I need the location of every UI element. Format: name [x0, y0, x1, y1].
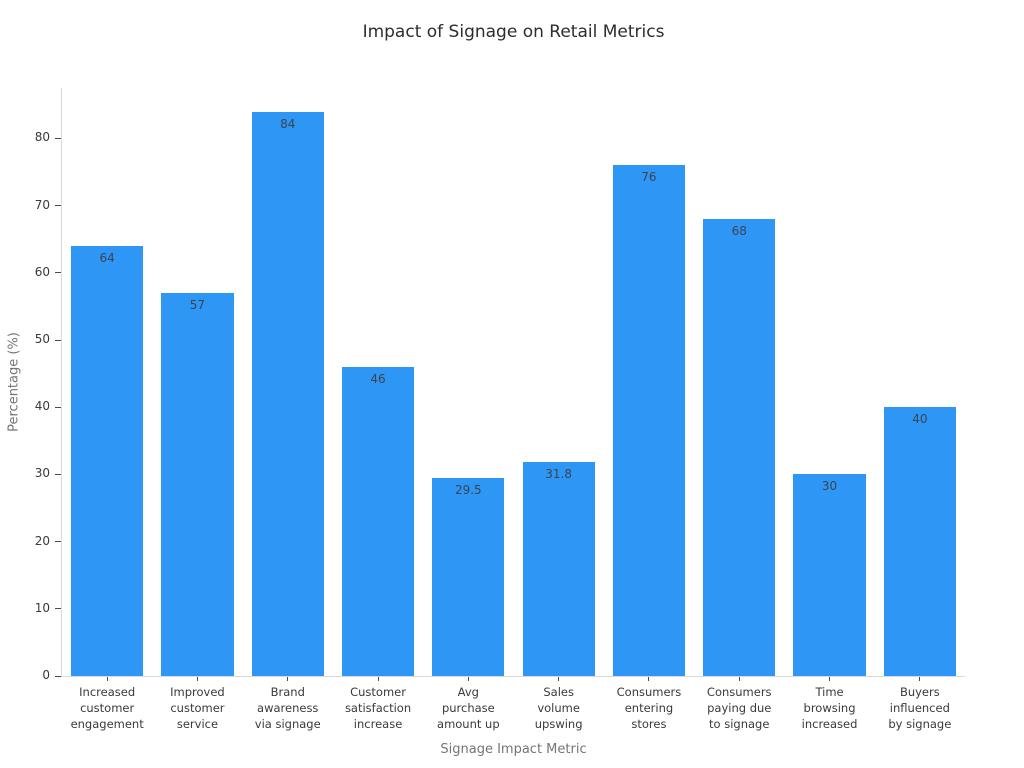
x-category-label-line: Increased	[79, 685, 136, 699]
x-tick-mark	[287, 677, 289, 681]
x-tick-mark	[467, 677, 469, 681]
y-tick-mark	[55, 272, 61, 274]
x-axis-label: Signage Impact Metric	[440, 742, 587, 757]
x-category-label: Improved customer service	[148, 684, 246, 732]
y-tick-mark	[55, 205, 61, 207]
x-axis-spine	[61, 676, 965, 677]
x-category-label-line: Avg	[457, 685, 479, 699]
x-category-label: Time browsing increased	[780, 684, 878, 732]
y-tick-label: 70	[34, 197, 50, 212]
x-tick-mark	[377, 677, 379, 681]
bar-value-label: 57	[189, 297, 206, 312]
x-category-label-line: service	[176, 717, 219, 731]
x-category-label: Sales volume upswing	[510, 684, 608, 732]
x-category-label: Avg purchase amount up	[419, 684, 517, 732]
x-category-label-line: customer	[80, 701, 135, 715]
x-tick-mark	[106, 677, 108, 681]
x-category-label-line: to signage	[709, 717, 770, 731]
bar-value-label: 40	[912, 412, 928, 427]
bar	[161, 292, 234, 676]
bar	[522, 462, 595, 676]
bar	[432, 477, 505, 676]
x-category-label-line: Consumers	[706, 685, 772, 699]
y-tick-mark	[55, 675, 61, 677]
x-category-label: Consumers entering stores	[600, 684, 698, 732]
x-category-label-line: Sales	[543, 685, 574, 699]
x-tick-mark	[196, 677, 198, 681]
x-category-label-line: paying due	[707, 701, 772, 715]
x-category-label-line: increase	[353, 717, 403, 731]
bar	[341, 366, 415, 676]
y-tick-label: 40	[34, 399, 50, 414]
x-category-label-line: Brand	[270, 685, 305, 699]
x-category-label-line: satisfaction	[344, 701, 412, 715]
x-tick-mark	[738, 677, 740, 681]
y-tick-mark	[55, 608, 61, 610]
x-category-label-line: awareness	[257, 701, 319, 715]
bar-value-label: 31.8	[545, 467, 572, 482]
x-category-label-line: browsing	[803, 701, 856, 715]
x-category-label-line: engagement	[70, 717, 144, 731]
x-tick-mark	[829, 677, 831, 681]
x-category-label-line: customer	[170, 701, 225, 715]
x-category-label-line: Consumers	[616, 685, 682, 699]
x-category-label-line: purchase	[441, 701, 495, 715]
y-tick-mark	[55, 406, 61, 408]
bar	[71, 245, 144, 676]
x-category-label-line: Customer	[350, 685, 406, 699]
bar-value-label: 84	[280, 116, 296, 131]
bar	[883, 407, 956, 676]
x-category-label: Customer satisfaction increase	[329, 684, 427, 732]
bar	[793, 474, 866, 676]
y-axis-spine	[61, 88, 62, 676]
bar-value-label: 30	[821, 479, 838, 494]
x-category-label: Brand awareness via signage	[239, 684, 337, 732]
x-category-label-line: Improved	[170, 685, 225, 699]
y-tick-label: 50	[34, 332, 50, 346]
y-tick-label: 0	[42, 668, 50, 682]
x-category-label-line: volume	[537, 701, 580, 715]
y-axis-label: Percentage (%)	[6, 332, 22, 432]
x-category-label-line: via signage	[254, 717, 321, 731]
bar	[612, 165, 686, 676]
y-tick-label: 20	[34, 533, 50, 548]
y-tick-mark	[55, 137, 61, 139]
bar	[251, 111, 324, 676]
chart-title: Impact of Signage on Retail Metrics	[362, 22, 665, 42]
y-tick-mark	[55, 541, 61, 543]
x-category-label-line: entering	[624, 701, 674, 715]
bar-value-label: 64	[99, 250, 115, 265]
x-category-label: Consumers paying due to signage	[690, 684, 788, 732]
bar-value-label: 46	[370, 371, 386, 386]
y-tick-label: 60	[34, 264, 50, 279]
x-category-label: Buyers influenced by signage	[871, 684, 969, 732]
x-category-label-line: upswing	[534, 717, 583, 731]
x-category-label: Increased customer engagement	[58, 684, 156, 732]
y-tick-label: 80	[34, 130, 50, 145]
x-category-label-line: Time	[815, 685, 844, 699]
x-category-label-line: stores	[631, 717, 667, 731]
bar-value-label: 76	[641, 170, 657, 185]
x-category-label-line: Buyers	[899, 685, 940, 699]
bar	[703, 219, 776, 676]
x-category-label-line: influenced	[889, 701, 950, 715]
y-tick-mark	[55, 473, 61, 475]
y-tick-label: 30	[34, 466, 50, 481]
x-category-label-line: increased	[801, 717, 858, 731]
y-tick-label: 10	[34, 600, 50, 615]
x-tick-mark	[919, 677, 921, 681]
x-tick-mark	[648, 677, 650, 681]
bar-value-label: 29.5	[454, 482, 482, 497]
x-category-label-line: by signage	[888, 717, 952, 731]
y-tick-mark	[55, 339, 61, 341]
x-category-label-line: amount up	[437, 717, 500, 731]
bar-value-label: 68	[731, 224, 747, 239]
x-tick-mark	[558, 677, 560, 681]
